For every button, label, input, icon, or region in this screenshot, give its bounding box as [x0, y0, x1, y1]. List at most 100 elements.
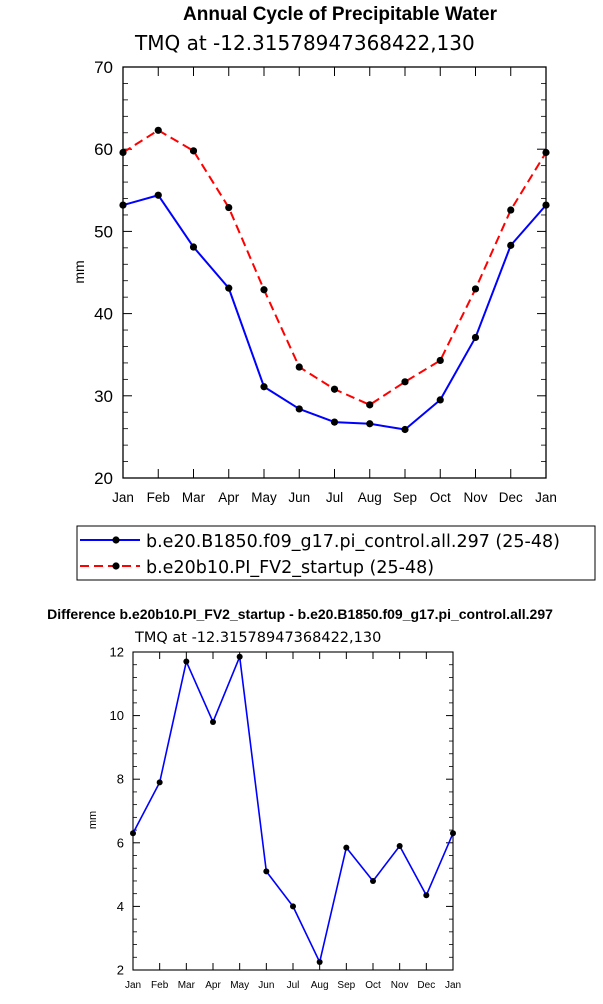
chart2-x-tick-label: Sep [337, 980, 355, 991]
chart2-plot-frame [132, 651, 454, 971]
chart1-plot-frame [122, 66, 547, 479]
chart1-x-tick-label: Jan [535, 490, 557, 505]
chart2-y-tick-label: 6 [117, 835, 124, 850]
chart1-series-0-point [436, 396, 444, 404]
chart2-x-tick-label: Jan [445, 980, 461, 991]
chart2-title: Difference b.e20b10.PI_FV2_startup - b.e… [47, 606, 553, 622]
chart2-series-0-point [290, 903, 296, 910]
chart1-legend: b.e20.B1850.f09_g17.pi_control.all.297 (… [76, 525, 596, 581]
chart2-series-0-point [236, 653, 243, 660]
chart2-series-0-point [316, 959, 323, 966]
chart2-series-0-point [450, 830, 456, 837]
chart1-series-1-point [295, 363, 303, 371]
chart-difference: Difference b.e20b10.PI_FV2_startup - b.e… [47, 606, 553, 991]
chart1-y-tick-label: 60 [94, 140, 113, 159]
chart1-series-line-1 [122, 129, 547, 406]
chart2-y-tick-label: 10 [110, 708, 124, 723]
legend-label-startup: b.e20b10.PI_FV2_startup (25-48) [146, 558, 434, 578]
chart2-y-axis-label: mm [87, 811, 99, 829]
chart2-series-0-point [263, 868, 270, 875]
chart2-tick-labels: Jan Feb Mar Apr May Jun Jul Aug Sep Oct Nov Dec Jan2… [110, 645, 462, 992]
chart1-series-1-point [401, 378, 409, 386]
chart2-x-tick-label: Mar [178, 980, 196, 991]
chart1-series-0-point [366, 420, 374, 428]
chart2-y-tick-label: 12 [110, 645, 124, 660]
chart1-series-0-point [542, 201, 550, 209]
chart1-x-tick-label: Aug [358, 490, 382, 505]
chart1-x-tick-label: Jun [288, 490, 310, 505]
chart2-series-0-point [370, 877, 376, 884]
chart2-x-tick-label: May [230, 980, 249, 991]
chart2-x-tick-label: Feb [151, 980, 169, 991]
chart2-ticks [132, 651, 454, 971]
chart2-series-0-point [130, 830, 136, 837]
chart2-x-tick-label: Jan [125, 980, 141, 991]
chart2-subtitle: TMQ at -12.31578947368422,130 [134, 630, 381, 646]
chart1-series-0-point [507, 241, 515, 249]
chart1-x-tick-label: Nov [463, 490, 487, 505]
chart1-tick-labels: Jan Feb Mar Apr May Jun Jul Aug Sep Oct Nov Dec Jan 2… [94, 58, 557, 505]
chart1-series-0-point [119, 201, 127, 209]
chart1-series-1-point [189, 147, 198, 155]
chart1-subtitle: TMQ at -12.31578947368422,130 [134, 31, 475, 55]
chart1-x-tick-label: Jul [326, 490, 343, 505]
chart2-x-tick-label: Aug [311, 980, 329, 991]
chart1-x-tick-label: Mar [182, 490, 206, 505]
chart2-x-tick-label: Dec [417, 980, 435, 991]
chart2-series-0-point [396, 842, 403, 849]
chart1-series-0-point [225, 284, 233, 292]
chart2-y-tick-label: 8 [117, 772, 124, 787]
chart2-x-tick-label: Apr [205, 980, 221, 991]
chart1-series-0-point [154, 191, 162, 199]
chart1-series-1-point [542, 148, 550, 157]
chart1-y-tick-label: 20 [94, 469, 113, 488]
chart1-y-tick-label: 50 [94, 222, 113, 241]
chart2-x-tick-label: Nov [391, 980, 409, 991]
chart2-series-0-point [156, 779, 163, 786]
chart1-series-1-point [225, 203, 233, 212]
chart1-series-0-point [401, 425, 409, 434]
legend-entry-startup: b.e20b10.PI_FV2_startup (25-48) [80, 558, 434, 578]
chart1-series-0-point [189, 243, 198, 251]
chart1-x-tick-label: May [251, 490, 277, 505]
legend-box [76, 525, 596, 581]
chart1-x-tick-label: Sep [393, 490, 417, 505]
chart1-y-tick-label: 30 [94, 387, 113, 406]
legend-entry-control: b.e20.B1850.f09_g17.pi_control.all.297 (… [80, 532, 560, 552]
chart1-ticks [122, 66, 547, 479]
chart2-series-0-point [183, 658, 190, 665]
chart2-x-tick-label: Oct [365, 980, 381, 991]
chart1-series [119, 126, 550, 434]
chart1-x-tick-label: Dec [499, 490, 523, 505]
chart1-series-1-point [366, 401, 374, 409]
chart1-series-1-point [507, 206, 515, 214]
chart1-series-1-point [471, 285, 480, 293]
chart1-y-axis-label: mm [71, 260, 87, 283]
chart2-x-tick-label: Jun [258, 980, 274, 991]
chart1-x-tick-label: Feb [147, 490, 170, 505]
legend-marker-startup [112, 562, 120, 570]
chart-annual-cycle: Annual Cycle of Precipitable Water TMQ a… [71, 4, 557, 505]
chart1-series-line-0 [122, 194, 547, 431]
chart2-series-0-point [423, 892, 430, 899]
chart1-x-tick-label: Oct [430, 490, 451, 505]
chart2-x-tick-label: Jul [287, 980, 300, 991]
chart1-title: Annual Cycle of Precipitable Water [183, 4, 498, 25]
chart2-series-line-0 [132, 655, 454, 963]
chart1-series-0-point [260, 383, 268, 391]
chart2-series [130, 653, 456, 966]
chart1-y-tick-label: 40 [94, 305, 113, 324]
chart1-series-0-point [295, 405, 303, 413]
chart2-y-tick-label: 4 [117, 899, 124, 914]
chart2-y-tick-label: 2 [117, 963, 124, 978]
chart2-series-0-point [343, 844, 350, 851]
chart1-x-tick-label: Jan [112, 490, 134, 505]
chart1-series-1-point [436, 356, 444, 365]
chart1-x-tick-label: Apr [218, 490, 240, 505]
chart1-series-1-point [330, 385, 339, 393]
legend-marker-control [112, 536, 120, 544]
chart1-series-1-point [119, 148, 127, 157]
chart2-series-0-point [210, 718, 216, 725]
chart1-series-1-point [154, 126, 162, 134]
